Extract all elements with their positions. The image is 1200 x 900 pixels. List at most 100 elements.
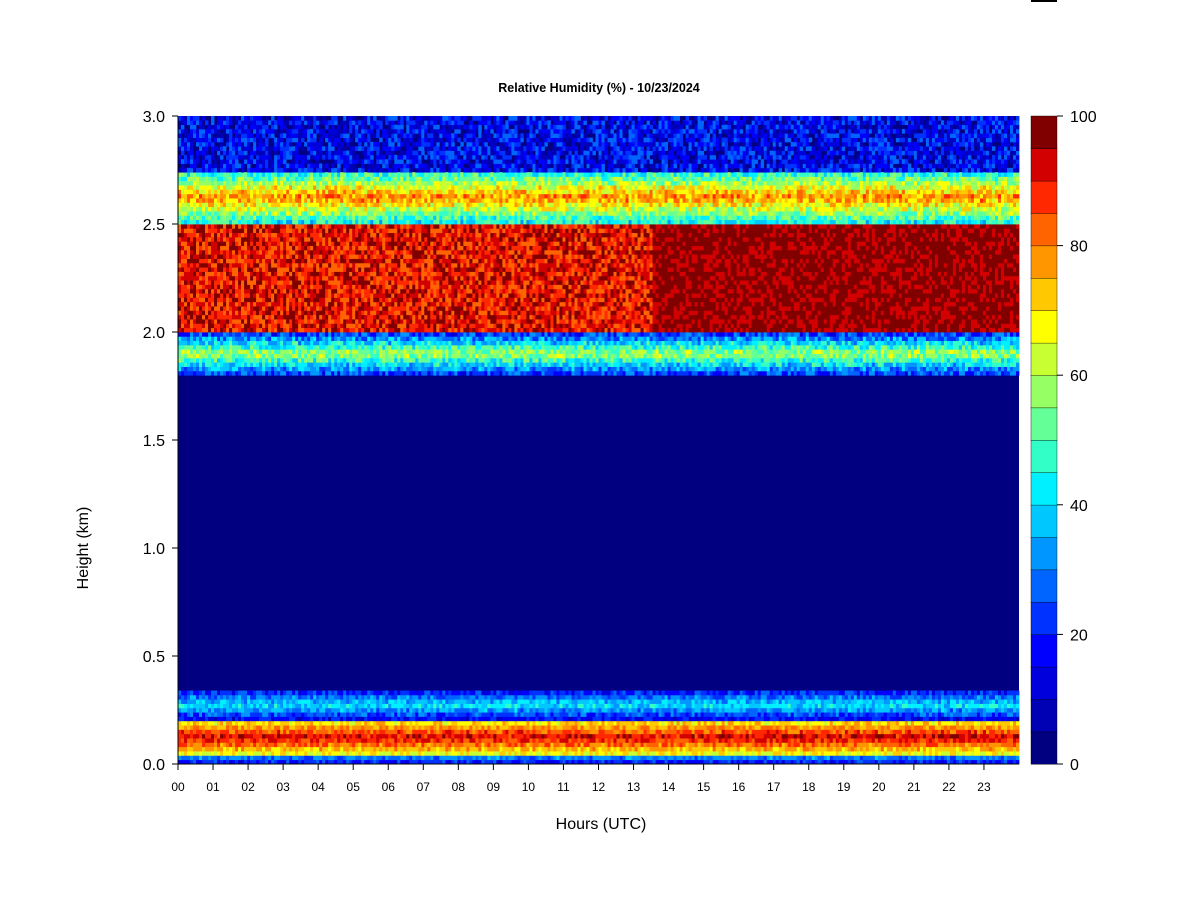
heatmap-cell: [271, 202, 274, 207]
heatmap-cell: [253, 125, 256, 130]
heatmap-cell: [277, 345, 280, 350]
heatmap-cell: [358, 310, 361, 315]
heatmap-cell: [370, 729, 373, 734]
heatmap-cell: [241, 747, 244, 752]
heatmap-cell: [277, 289, 280, 294]
heatmap-cell: [337, 716, 340, 721]
heatmap-cell: [229, 367, 232, 372]
heatmap-cell: [364, 734, 367, 739]
heatmap-cell: [346, 306, 349, 311]
heatmap-cell: [229, 289, 232, 294]
heatmap-cell: [214, 310, 217, 315]
heatmap-cell: [235, 358, 238, 363]
heatmap-cell: [313, 716, 316, 721]
heatmap-cell: [184, 241, 187, 246]
heatmap-cell: [274, 215, 277, 220]
heatmap-cell: [349, 237, 352, 242]
heatmap-cell: [301, 729, 304, 734]
heatmap-cell: [331, 280, 334, 285]
heatmap-cell: [367, 129, 370, 134]
heatmap-cell: [211, 742, 214, 747]
heatmap-cell: [220, 146, 223, 151]
heatmap-cell: [337, 189, 340, 194]
heatmap-cell: [319, 310, 322, 315]
heatmap-cell: [325, 323, 328, 328]
heatmap-cell: [301, 371, 304, 376]
heatmap-cell: [295, 358, 298, 363]
heatmap-cell: [184, 297, 187, 302]
heatmap-cell: [178, 211, 181, 216]
heatmap-cell: [286, 237, 289, 242]
heatmap-cell: [295, 194, 298, 199]
heatmap-cell: [211, 164, 214, 169]
heatmap-cell: [265, 246, 268, 251]
heatmap-cell: [340, 721, 343, 726]
heatmap-cell: [244, 742, 247, 747]
heatmap-cell: [196, 168, 199, 173]
heatmap-cell: [268, 228, 271, 233]
heatmap-cell: [298, 246, 301, 251]
heatmap-cell: [340, 263, 343, 268]
heatmap-cell: [193, 176, 196, 181]
heatmap-cell: [202, 755, 205, 760]
heatmap-cell: [280, 712, 283, 717]
heatmap-cell: [310, 254, 313, 259]
heatmap-cell: [340, 176, 343, 181]
heatmap-cell: [238, 120, 241, 125]
heatmap-cell: [352, 734, 355, 739]
heatmap-cell: [187, 237, 190, 242]
heatmap-cell: [196, 725, 199, 730]
heatmap-cell: [343, 164, 346, 169]
heatmap-cell: [316, 341, 319, 346]
heatmap-cell: [334, 738, 337, 743]
heatmap-cell: [193, 125, 196, 130]
heatmap-cell: [232, 293, 235, 298]
heatmap-cell: [250, 354, 253, 359]
heatmap-cell: [268, 233, 271, 238]
heatmap-cell: [373, 142, 376, 147]
heatmap-cell: [247, 254, 250, 259]
heatmap-cell: [358, 280, 361, 285]
heatmap-cell: [349, 125, 352, 130]
heatmap-cell: [286, 725, 289, 730]
heatmap-cell: [334, 721, 337, 726]
heatmap-cell: [229, 358, 232, 363]
heatmap-cell: [316, 224, 319, 229]
heatmap-cell: [196, 263, 199, 268]
heatmap-cell: [199, 181, 202, 186]
heatmap-cell: [373, 202, 376, 207]
heatmap-cell: [340, 738, 343, 743]
heatmap-cell: [370, 168, 373, 173]
heatmap-cell: [214, 362, 217, 367]
heatmap-cell: [232, 276, 235, 281]
heatmap-cell: [355, 198, 358, 203]
heatmap-cell: [217, 254, 220, 259]
heatmap-cell: [286, 276, 289, 281]
heatmap-cell: [367, 207, 370, 212]
heatmap-cell: [367, 302, 370, 307]
heatmap-cell: [229, 349, 232, 354]
heatmap-cell: [262, 272, 265, 277]
heatmap-cell: [316, 276, 319, 281]
heatmap-cell: [349, 224, 352, 229]
heatmap-cell: [235, 310, 238, 315]
heatmap-cell: [268, 155, 271, 160]
heatmap-cell: [331, 742, 334, 747]
heatmap-cell: [352, 151, 355, 156]
heatmap-cell: [184, 367, 187, 372]
heatmap-cell: [208, 310, 211, 315]
heatmap-cell: [202, 336, 205, 341]
heatmap-cell: [352, 250, 355, 255]
heatmap-cell: [229, 341, 232, 346]
heatmap-cell: [211, 267, 214, 272]
heatmap-cell: [349, 362, 352, 367]
heatmap-cell: [280, 691, 283, 696]
heatmap-cell: [361, 336, 364, 341]
heatmap-cell: [331, 241, 334, 246]
heatmap-cell: [184, 755, 187, 760]
heatmap-cell: [223, 151, 226, 156]
heatmap-cell: [295, 362, 298, 367]
heatmap-cell: [298, 371, 301, 376]
heatmap-cell: [346, 194, 349, 199]
heatmap-cell: [193, 708, 196, 713]
